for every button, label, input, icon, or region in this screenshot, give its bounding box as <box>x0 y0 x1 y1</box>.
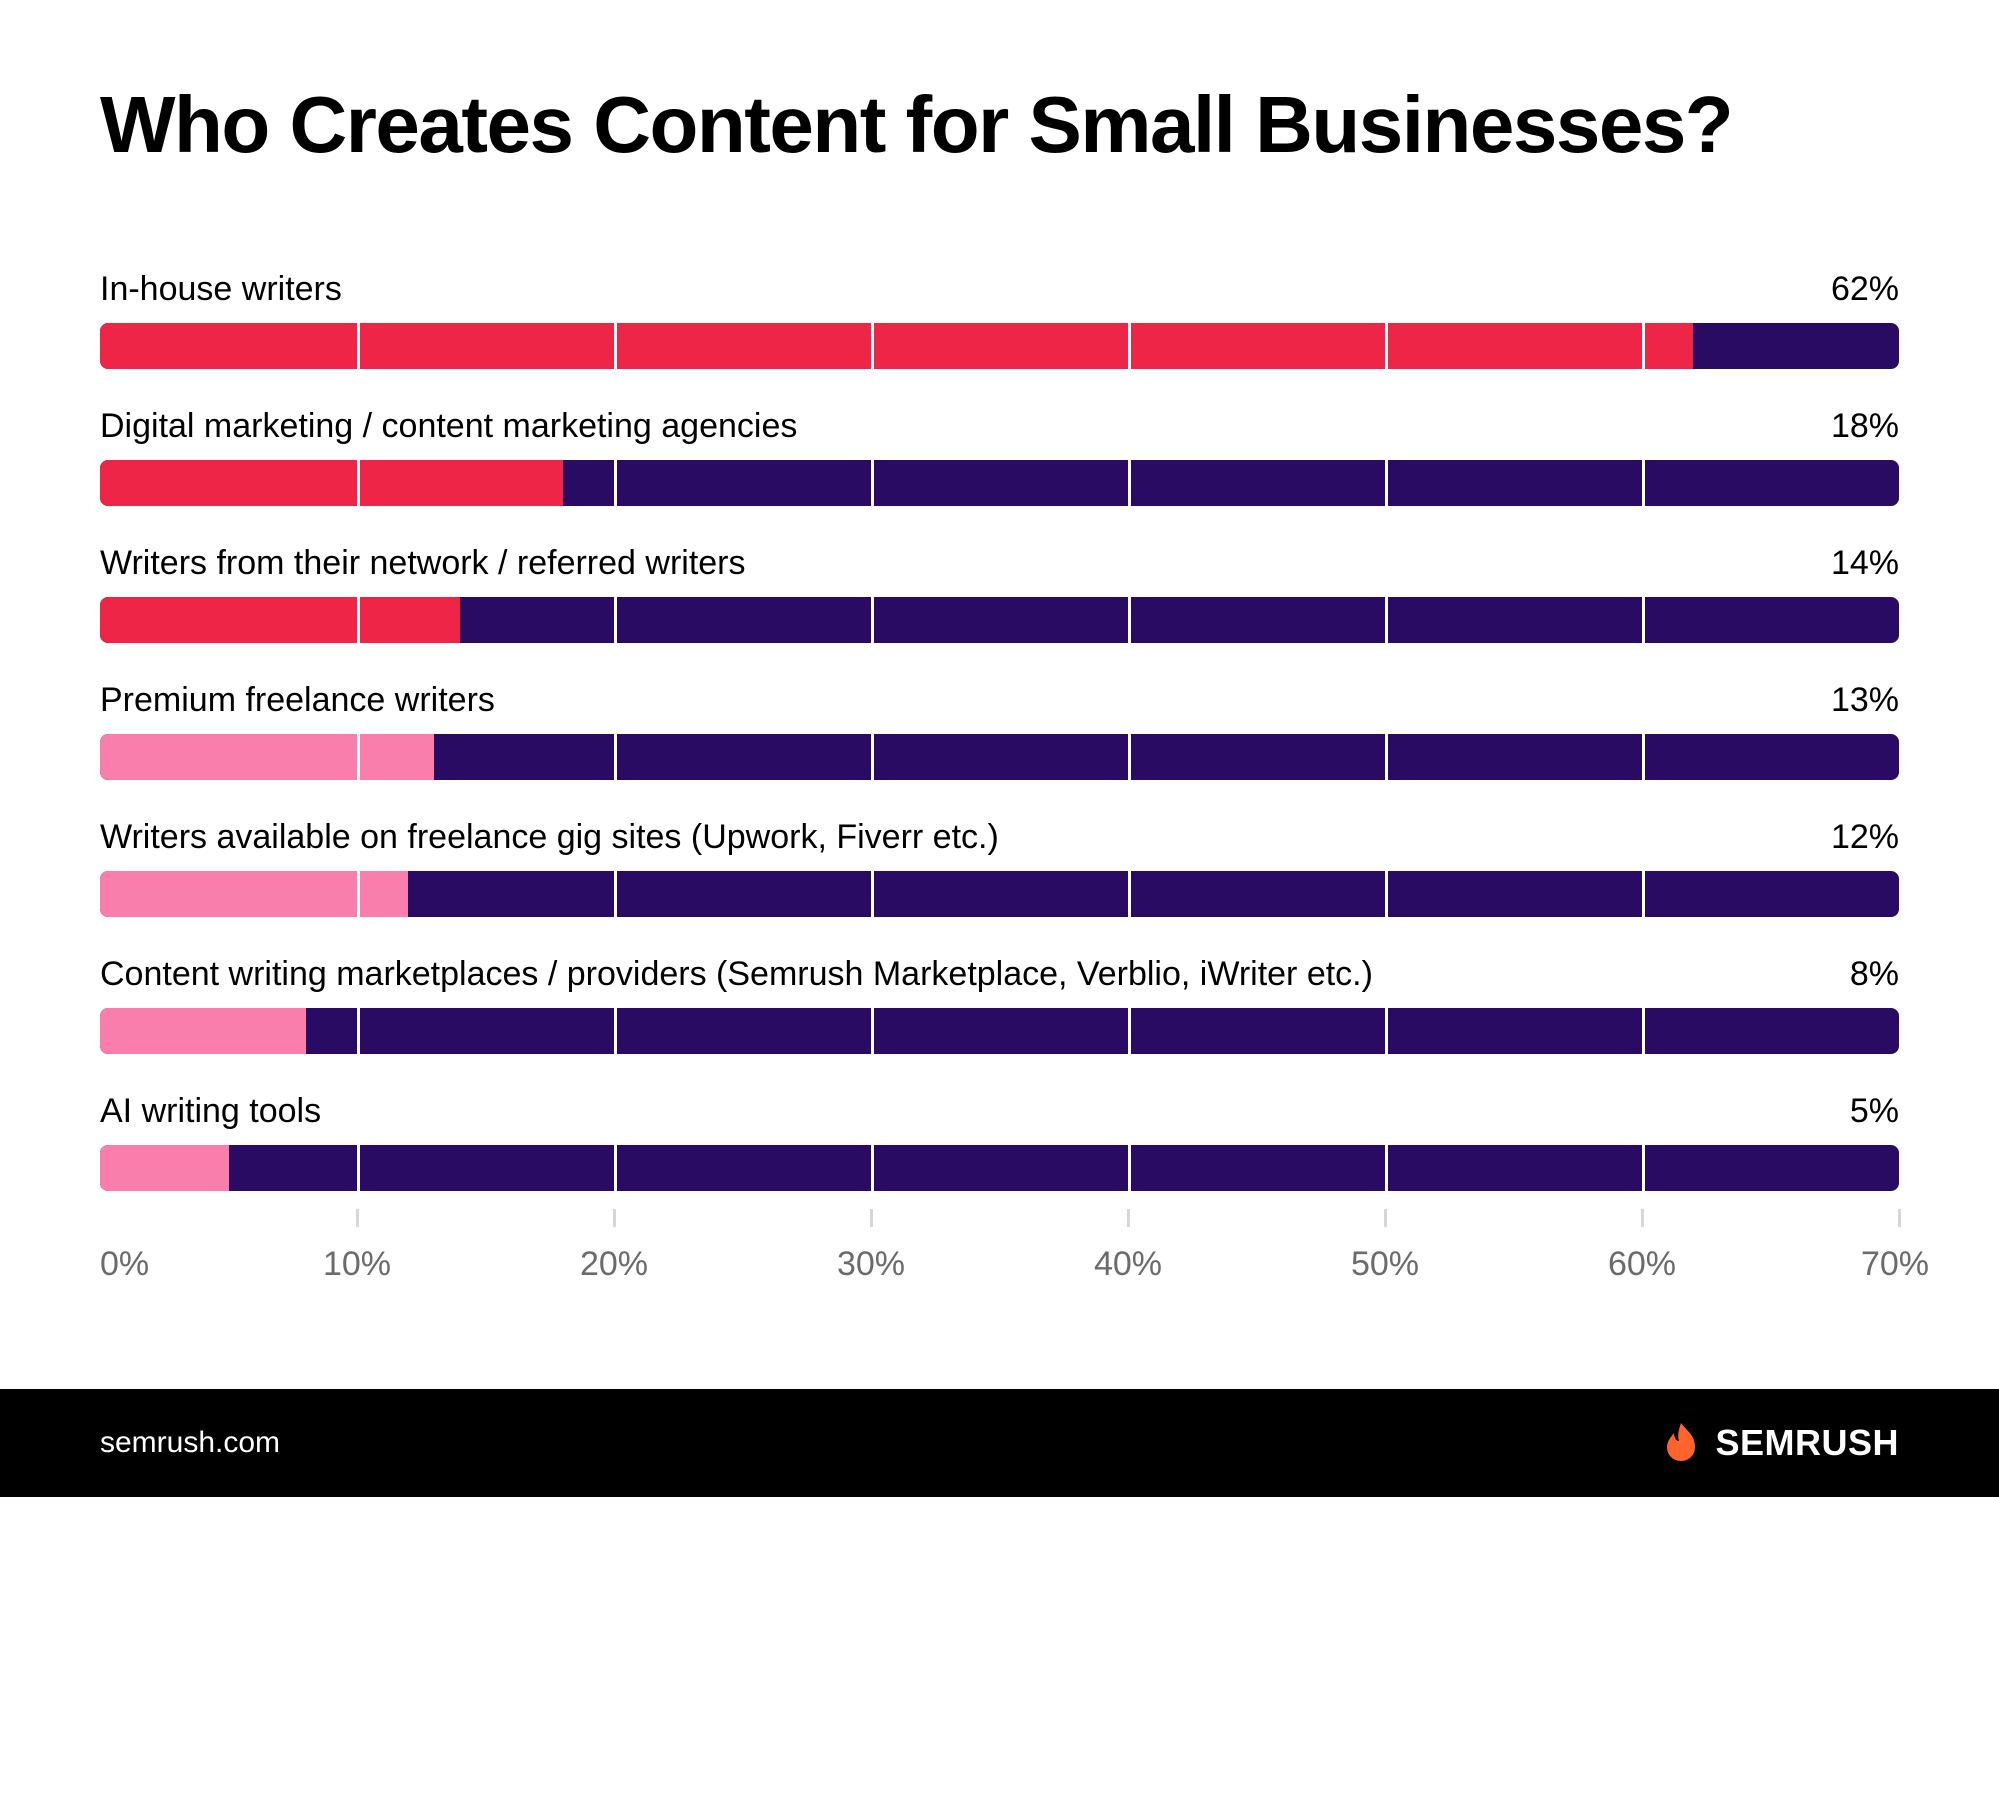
chart-title: Who Creates Content for Small Businesses… <box>100 80 1899 170</box>
axis-tick-label: 40% <box>1094 1245 1162 1284</box>
axis-tick: 10% <box>323 1209 391 1284</box>
bar-fill <box>100 871 408 917</box>
bar-track <box>100 1145 1899 1191</box>
bar-track <box>100 460 1899 506</box>
axis-tick: 20% <box>580 1209 648 1284</box>
footer-url: semrush.com <box>100 1426 280 1460</box>
axis-tick-label: 20% <box>580 1245 648 1284</box>
axis-tick: 30% <box>837 1209 905 1284</box>
bar-label: Content writing marketplaces / providers… <box>100 955 1373 994</box>
chart-container: Who Creates Content for Small Businesses… <box>0 0 1999 1349</box>
bar-group: In-house writers 62% <box>100 270 1899 369</box>
bar-label: Writers from their network / referred wr… <box>100 544 746 583</box>
axis-tick-label: 30% <box>837 1245 905 1284</box>
axis-tick: 70% <box>1865 1209 1933 1284</box>
axis-tick-label: 50% <box>1351 1245 1419 1284</box>
bar-track <box>100 734 1899 780</box>
bar-header: Digital marketing / content marketing ag… <box>100 407 1899 446</box>
bar-fill <box>100 597 460 643</box>
bar-label: Digital marketing / content marketing ag… <box>100 407 797 446</box>
bar-fill <box>100 734 434 780</box>
bar-value: 5% <box>1850 1092 1899 1131</box>
bar-group: Content writing marketplaces / providers… <box>100 955 1899 1054</box>
axis-tick-mark <box>613 1209 616 1227</box>
bar-group: AI writing tools 5% <box>100 1092 1899 1191</box>
bar-group: Digital marketing / content marketing ag… <box>100 407 1899 506</box>
bar-fill <box>100 1145 229 1191</box>
bar-group: Writers from their network / referred wr… <box>100 544 1899 643</box>
bar-header: Premium freelance writers 13% <box>100 681 1899 720</box>
brand-name: SEMRUSH <box>1715 1422 1899 1464</box>
bar-value: 12% <box>1831 818 1899 857</box>
bar-header: In-house writers 62% <box>100 270 1899 309</box>
axis-tick-mark <box>1127 1209 1130 1227</box>
bar-label: AI writing tools <box>100 1092 321 1131</box>
bar-fill <box>100 1008 306 1054</box>
axis-tick: 60% <box>1608 1209 1676 1284</box>
bar-label: Premium freelance writers <box>100 681 495 720</box>
bar-value: 18% <box>1831 407 1899 446</box>
bars-list: In-house writers 62% Digital marketing / c… <box>100 270 1899 1191</box>
brand-logo: SEMRUSH <box>1659 1421 1899 1465</box>
bar-group: Premium freelance writers 13% <box>100 681 1899 780</box>
axis-tick: 40% <box>1094 1209 1162 1284</box>
footer: semrush.com SEMRUSH <box>0 1389 1999 1497</box>
bar-track-bg <box>100 1008 1899 1054</box>
axis-tick-mark <box>1898 1209 1901 1227</box>
bar-track <box>100 323 1899 369</box>
bar-label: Writers available on freelance gig sites… <box>100 818 999 857</box>
x-axis: 0%10%20%30%40%50%60%70% <box>100 1209 1899 1289</box>
axis-tick: 0% <box>100 1209 149 1284</box>
bar-label: In-house writers <box>100 270 342 309</box>
bar-track <box>100 1008 1899 1054</box>
axis-tick-mark <box>1384 1209 1387 1227</box>
bar-track <box>100 597 1899 643</box>
bar-track-bg <box>100 1145 1899 1191</box>
bar-value: 62% <box>1831 270 1899 309</box>
flame-icon <box>1659 1421 1703 1465</box>
axis-tick-mark <box>356 1209 359 1227</box>
bar-fill <box>100 460 563 506</box>
axis-tick-mark <box>870 1209 873 1227</box>
bar-value: 13% <box>1831 681 1899 720</box>
bar-header: Writers from their network / referred wr… <box>100 544 1899 583</box>
axis-tick-mark <box>1641 1209 1644 1227</box>
axis-tick-label: 10% <box>323 1245 391 1284</box>
bar-value: 14% <box>1831 544 1899 583</box>
axis-tick-label: 60% <box>1608 1245 1676 1284</box>
axis-tick-label: 70% <box>1861 1245 1929 1284</box>
bar-header: Writers available on freelance gig sites… <box>100 818 1899 857</box>
axis-tick: 50% <box>1351 1209 1419 1284</box>
axis-tick-label: 0% <box>100 1245 149 1284</box>
bar-group: Writers available on freelance gig sites… <box>100 818 1899 917</box>
bar-header: Content writing marketplaces / providers… <box>100 955 1899 994</box>
bar-header: AI writing tools 5% <box>100 1092 1899 1131</box>
bar-track <box>100 871 1899 917</box>
bar-value: 8% <box>1850 955 1899 994</box>
bar-fill <box>100 323 1693 369</box>
